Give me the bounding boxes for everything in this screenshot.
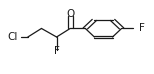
Text: O: O (66, 9, 74, 19)
Text: F: F (139, 23, 144, 33)
Text: F: F (54, 46, 60, 56)
Text: Cl: Cl (8, 32, 18, 42)
